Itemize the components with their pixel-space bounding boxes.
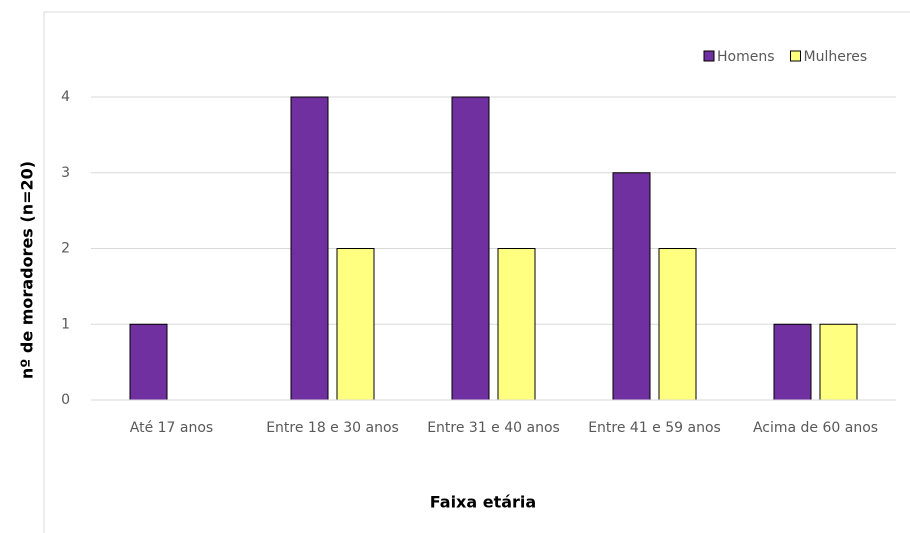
legend-label: Mulheres <box>804 49 868 65</box>
bar <box>773 323 812 401</box>
bar <box>819 323 858 401</box>
bar <box>497 248 536 401</box>
x-tick-label: Entre 41 e 59 anos <box>588 420 721 436</box>
x-tick-label: Entre 18 e 30 anos <box>266 420 399 436</box>
y-axis-title: nº de moradores (n=20) <box>18 161 37 379</box>
y-tick-label: 1 <box>61 316 70 332</box>
bar <box>658 248 697 401</box>
bar <box>451 96 490 401</box>
y-tick-label: 4 <box>61 89 70 105</box>
y-tick-label: 0 <box>61 392 70 408</box>
bar <box>336 248 375 401</box>
bar <box>129 323 168 401</box>
y-tick-label: 2 <box>61 241 70 257</box>
bar <box>290 96 329 401</box>
x-axis-title: Faixa etária <box>430 493 536 512</box>
x-tick-label: Entre 31 e 40 anos <box>427 420 560 436</box>
x-tick-label: Acima de 60 anos <box>753 420 878 436</box>
y-tick-label: 3 <box>61 165 70 181</box>
x-tick-label: Até 17 anos <box>130 420 213 436</box>
legend-label: Homens <box>717 49 775 65</box>
legend-swatch <box>790 50 802 62</box>
legend-swatch <box>703 50 715 62</box>
bar <box>612 172 651 401</box>
